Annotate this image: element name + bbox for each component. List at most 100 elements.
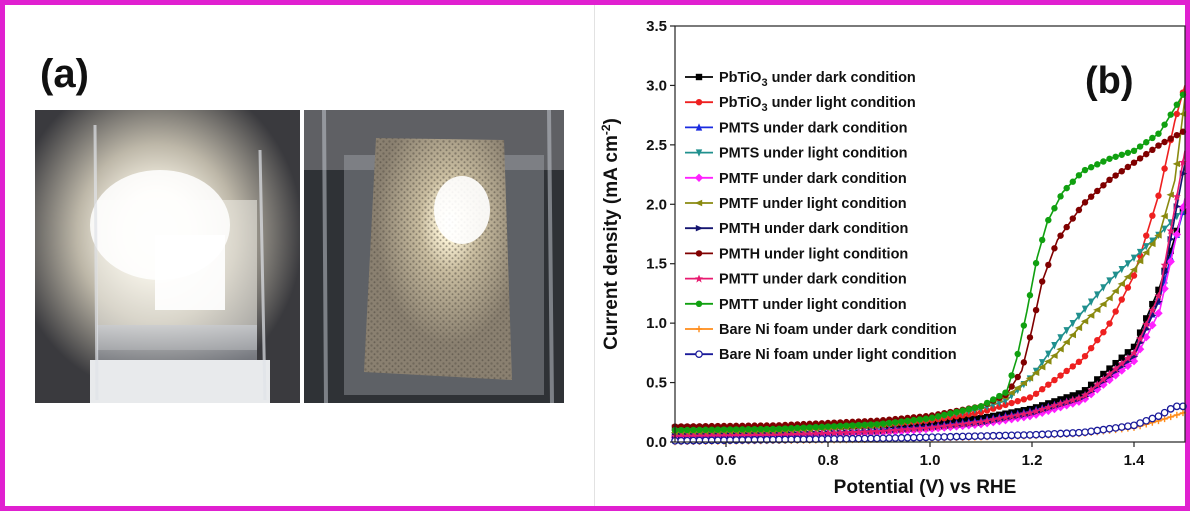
data-point — [873, 434, 881, 443]
data-point — [842, 434, 851, 443]
data-point — [695, 225, 704, 232]
data-point — [836, 435, 845, 443]
data-point — [1155, 142, 1162, 149]
x-tick-label: 1.0 — [920, 452, 941, 469]
legend-label: PMTF under light condition — [719, 196, 907, 212]
y-tick-label: 0.0 — [646, 434, 667, 451]
data-point — [1019, 409, 1028, 418]
y-axis: 0.0 0.5 1.0 1.5 2.0 2.5 3.0 3.5 — [646, 18, 675, 451]
data-point — [1112, 359, 1119, 367]
data-point — [1100, 284, 1107, 292]
data-point — [1074, 324, 1083, 332]
data-point — [794, 424, 801, 432]
data-point — [910, 416, 917, 424]
data-point — [1135, 257, 1144, 265]
data-point — [915, 424, 924, 433]
data-point — [1172, 192, 1181, 201]
data-point — [940, 433, 949, 441]
data-point — [1081, 305, 1089, 314]
data-point — [928, 433, 936, 442]
data-point — [995, 414, 1004, 423]
data-point — [707, 436, 716, 445]
data-point — [1044, 430, 1053, 438]
data-point — [799, 429, 808, 438]
data-point — [708, 426, 715, 433]
data-point — [1136, 248, 1144, 257]
data-point — [946, 432, 955, 441]
data-point — [677, 436, 685, 445]
data-point — [1008, 372, 1015, 379]
data-point — [1106, 176, 1113, 184]
data-point — [739, 426, 746, 433]
data-point — [1155, 130, 1162, 137]
data-point — [1019, 431, 1028, 439]
data-point — [775, 425, 783, 433]
data-point — [904, 417, 911, 425]
data-point — [1167, 247, 1174, 255]
data-point — [1038, 430, 1047, 439]
data-point — [1118, 265, 1125, 274]
data-point — [1020, 359, 1028, 366]
data-point — [1094, 291, 1101, 299]
data-point — [903, 425, 912, 434]
data-point — [1123, 354, 1132, 363]
data-point — [989, 415, 998, 424]
data-point — [1154, 232, 1162, 239]
data-point — [1100, 370, 1107, 378]
data-point — [1105, 294, 1113, 302]
y-tick-label: 2.0 — [646, 196, 667, 213]
panel-a-label: (a) — [40, 52, 89, 96]
data-point — [1039, 278, 1046, 285]
data-point — [824, 423, 832, 430]
data-point — [1143, 232, 1150, 239]
y-axis-label: Current density (mA cm-2) — [599, 118, 622, 350]
data-point — [958, 419, 967, 428]
data-point — [1111, 371, 1120, 380]
y-tick-label: 0.5 — [646, 375, 667, 392]
x-tick-label: 1.2 — [1022, 452, 1043, 469]
data-point — [694, 199, 703, 207]
legend-entry: PMTF under dark condition — [685, 171, 907, 187]
data-point — [1161, 138, 1168, 146]
data-point — [1050, 352, 1058, 359]
data-point — [1044, 403, 1053, 412]
data-point — [720, 426, 728, 433]
data-point — [1172, 160, 1181, 168]
data-point — [1130, 421, 1138, 430]
data-point — [1007, 412, 1016, 421]
data-point — [971, 432, 979, 441]
data-point — [1075, 428, 1083, 437]
data-point — [1014, 373, 1021, 381]
data-point — [934, 422, 943, 431]
data-point — [1161, 165, 1168, 172]
data-point — [1069, 215, 1076, 222]
data-point — [934, 433, 943, 441]
data-point — [1032, 407, 1041, 416]
data-point — [1173, 411, 1181, 419]
data-point — [990, 396, 997, 403]
data-point — [1148, 414, 1157, 423]
data-point — [1118, 168, 1125, 175]
data-point — [1161, 415, 1168, 423]
data-point — [1172, 402, 1181, 411]
data-point — [1124, 422, 1132, 431]
y-tick-label: 2.5 — [646, 137, 667, 154]
data-point — [1007, 431, 1016, 440]
data-point — [1130, 343, 1138, 351]
data-point — [1045, 381, 1052, 388]
data-point — [1031, 369, 1040, 377]
data-point — [861, 421, 868, 429]
data-point — [909, 433, 918, 442]
data-point — [970, 418, 979, 427]
data-point — [695, 436, 704, 445]
data-point — [1166, 405, 1175, 413]
data-point — [1106, 155, 1113, 162]
data-point — [928, 423, 937, 432]
data-point — [1062, 429, 1071, 438]
data-point — [1069, 392, 1076, 399]
data-point — [885, 434, 894, 443]
legend-entry: PMTH under light condition — [685, 246, 908, 262]
data-point — [934, 413, 942, 420]
data-point — [965, 405, 972, 413]
data-point — [1056, 429, 1065, 438]
